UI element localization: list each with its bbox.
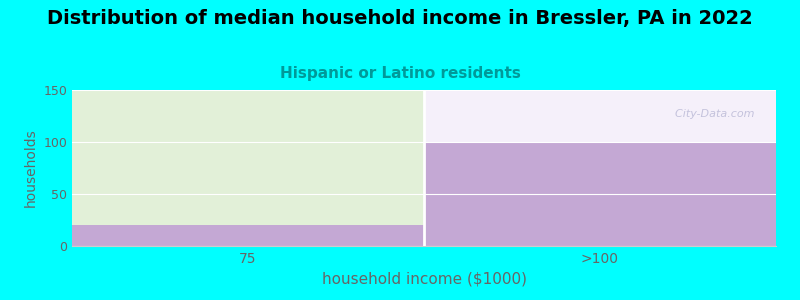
- Bar: [72, 90, 424, 246]
- Y-axis label: households: households: [24, 129, 38, 207]
- Bar: [424, 90, 776, 246]
- Bar: [72, 225, 424, 246]
- Text: Hispanic or Latino residents: Hispanic or Latino residents: [279, 66, 521, 81]
- X-axis label: household income ($1000): household income ($1000): [322, 271, 526, 286]
- Text: City-Data.com: City-Data.com: [668, 109, 755, 119]
- Text: Distribution of median household income in Bressler, PA in 2022: Distribution of median household income …: [47, 9, 753, 28]
- Bar: [424, 142, 776, 246]
